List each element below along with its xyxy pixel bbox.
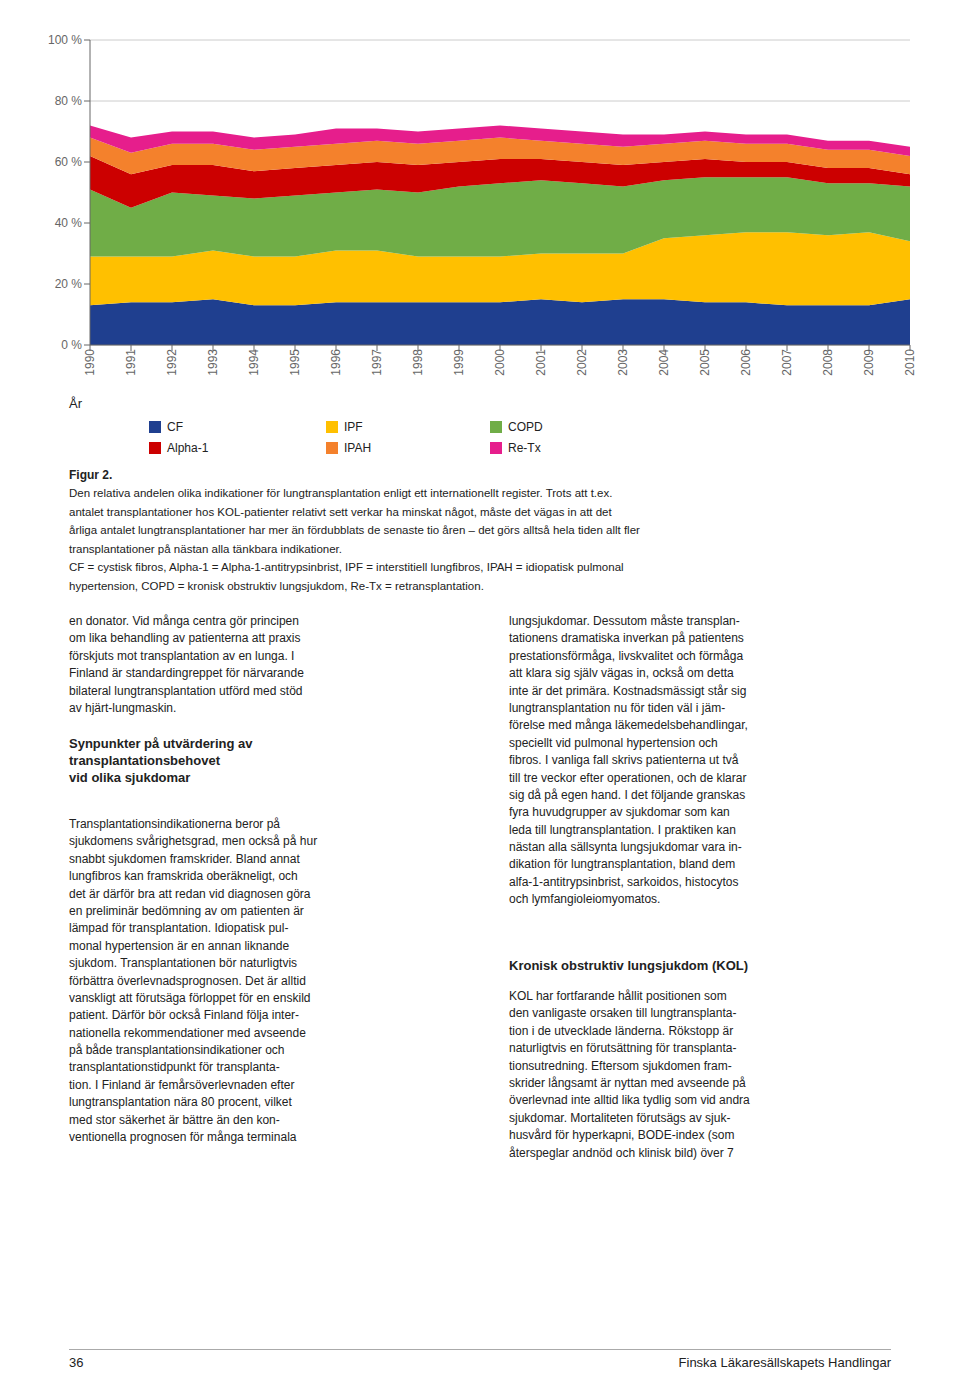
svg-text:1998: 1998 — [411, 349, 425, 376]
html-text:IPF: IPF — [344, 420, 363, 434]
svg-text:80 %: 80 % — [55, 94, 83, 108]
svg-text:2002: 2002 — [575, 349, 589, 376]
html-text:antalet transplantationer hos: antalet transplantationer hos KOL-patien… — [69, 505, 612, 518]
svg-text:1990: 1990 — [83, 349, 97, 376]
svg-text:2001: 2001 — [534, 349, 548, 376]
svg-text:100 %: 100 % — [48, 33, 82, 47]
html-text:årliga antalet lungtransplanta: årliga antalet lungtransplantationer har… — [69, 524, 640, 536]
html-text:Transplantationsindikationerna: Transplantationsindikationerna beror på … — [69, 817, 318, 1144]
svg-text:1993: 1993 — [206, 349, 220, 376]
svg-text:2000: 2000 — [493, 349, 507, 376]
svg-text:1997: 1997 — [370, 349, 384, 376]
html-text:CF = cystisk fibros, Alpha-1 =: CF = cystisk fibros, Alpha-1 = Alpha-1-a… — [69, 561, 624, 573]
svg-text:1992: 1992 — [165, 349, 179, 376]
html-text:Synpunkter på utvärdering av t: Synpunkter på utvärdering av transplanta… — [69, 736, 253, 785]
svg-text:2010: 2010 — [903, 349, 917, 376]
svg-text:0 %: 0 % — [61, 338, 82, 352]
html-text:Kronisk obstruktiv lungsjukdom: Kronisk obstruktiv lungsjukdom (KOL) — [509, 958, 749, 973]
svg-text:1999: 1999 — [452, 349, 466, 376]
svg-text:1994: 1994 — [247, 349, 261, 376]
html-text:Finska Läkaresällskapets Handl: Finska Läkaresällskapets Handlingar — [678, 1355, 891, 1370]
html-text:COPD: COPD — [508, 420, 543, 434]
html-text:Alpha-1: Alpha-1 — [167, 441, 209, 455]
svg-text:60 %: 60 % — [55, 155, 83, 169]
html-text:hypertension, COPD = kronisk o: hypertension, COPD = kronisk obstruktiv … — [69, 579, 484, 592]
svg-text:2008: 2008 — [821, 349, 835, 376]
svg-text:2009: 2009 — [862, 349, 876, 376]
html-text:IPAH: IPAH — [344, 441, 372, 455]
html-text:lungsjukdomar. Dessutom måste: lungsjukdomar. Dessutom måste transplan-… — [509, 614, 748, 907]
svg-text:2006: 2006 — [739, 349, 753, 376]
html-text:Den relativa andelen olika ind: Den relativa andelen olika indikationer … — [69, 487, 613, 499]
html-text:transplantationer på nästan al: transplantationer på nästan alla tänkbar… — [69, 542, 342, 555]
svg-text:2005: 2005 — [698, 349, 712, 376]
svg-text:40 %: 40 % — [55, 216, 83, 230]
html-text:Re-Tx: Re-Tx — [508, 441, 541, 455]
html-text:36: 36 — [69, 1355, 84, 1370]
svg-text:2004: 2004 — [657, 349, 671, 376]
html-text:CF: CF — [167, 420, 183, 434]
svg-text:2007: 2007 — [780, 349, 794, 376]
svg-text:2003: 2003 — [616, 349, 630, 376]
svg-text:1996: 1996 — [329, 349, 343, 376]
svg-text:1995: 1995 — [288, 349, 302, 376]
html-text:KOL har fortfarande hållit pos: KOL har fortfarande hållit positionen so… — [509, 989, 750, 1160]
svg-text:1991: 1991 — [124, 349, 138, 376]
html-text:Figur 2.: Figur 2. — [69, 468, 113, 482]
svg-text:20 %: 20 % — [55, 277, 83, 291]
html-text:en donator. Vid många centra g: en donator. Vid många centra gör princip… — [69, 614, 304, 715]
html-text:År: År — [69, 396, 82, 411]
